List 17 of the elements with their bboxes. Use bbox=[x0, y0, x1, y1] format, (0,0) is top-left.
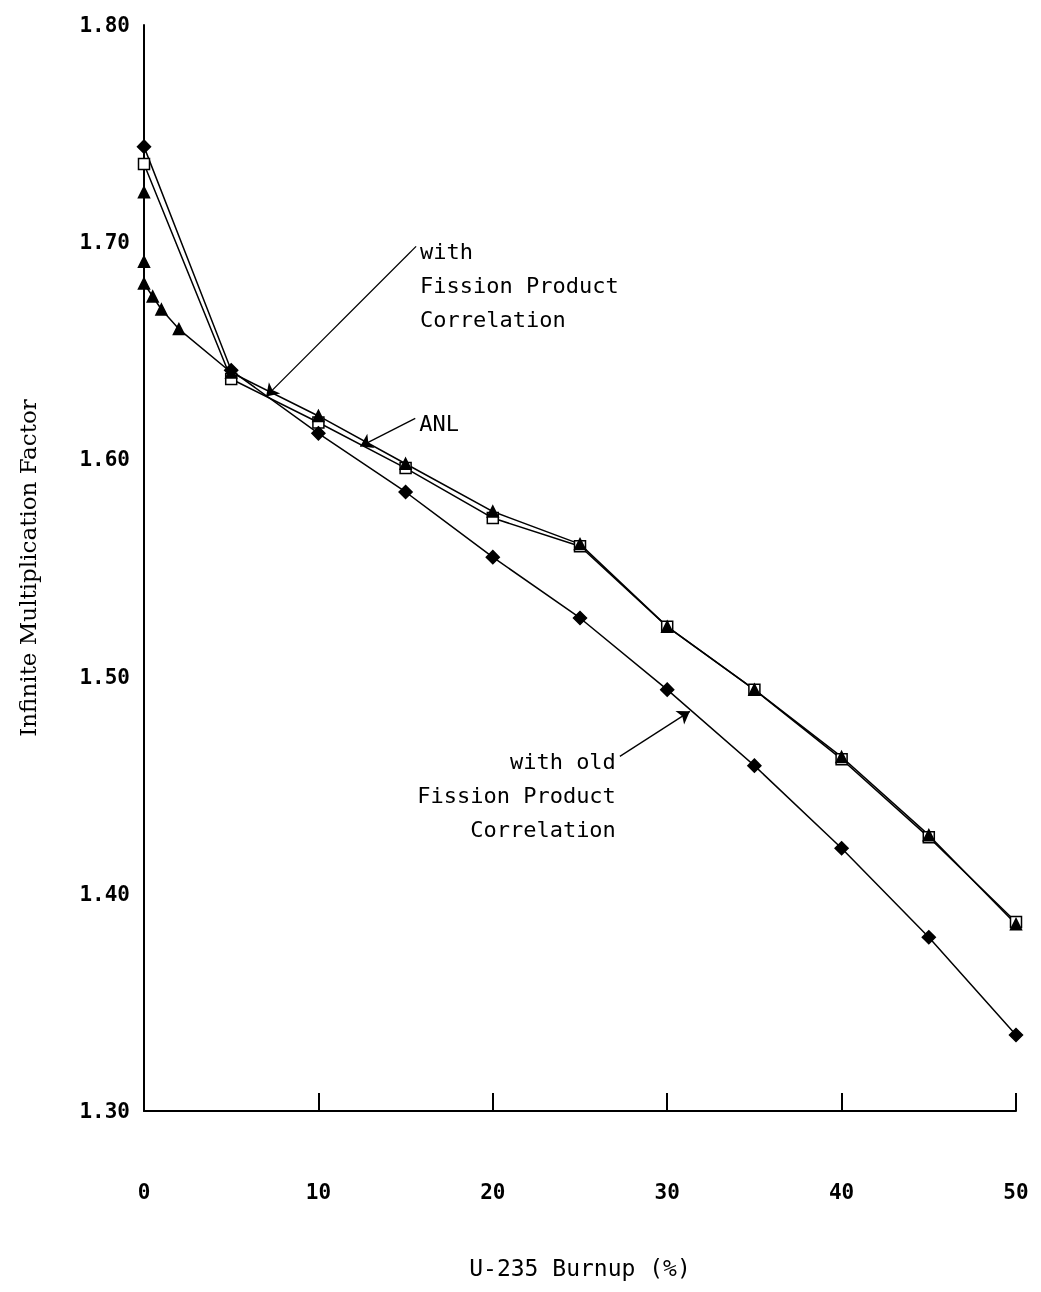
annotation: with Fission Product Correlation bbox=[420, 238, 619, 332]
y-tick-label: 1.70 bbox=[79, 230, 130, 255]
x-axis-title: U-235 Burnup (%) bbox=[469, 1254, 691, 1281]
y-tick-label: 1.30 bbox=[79, 1099, 130, 1123]
annotation: with old Fission Product Correlation bbox=[417, 748, 616, 842]
y-tick-label: 1.40 bbox=[79, 881, 130, 906]
x-tick-label: 10 bbox=[305, 1179, 332, 1204]
x-tick-label: 20 bbox=[480, 1179, 506, 1204]
x-tick-label: 30 bbox=[654, 1179, 680, 1204]
x-tick-label: 50 bbox=[1003, 1179, 1029, 1204]
y-axis-title: Infinite Multiplication Factor bbox=[14, 399, 41, 737]
y-tick-label: 1.80 bbox=[79, 13, 130, 37]
annotation: ANL bbox=[419, 410, 460, 436]
x-tick-label: 40 bbox=[828, 1179, 855, 1204]
y-tick-label: 1.60 bbox=[79, 447, 130, 472]
y-tick-label: 1.50 bbox=[79, 664, 130, 689]
x-tick-label: 0 bbox=[137, 1179, 151, 1204]
